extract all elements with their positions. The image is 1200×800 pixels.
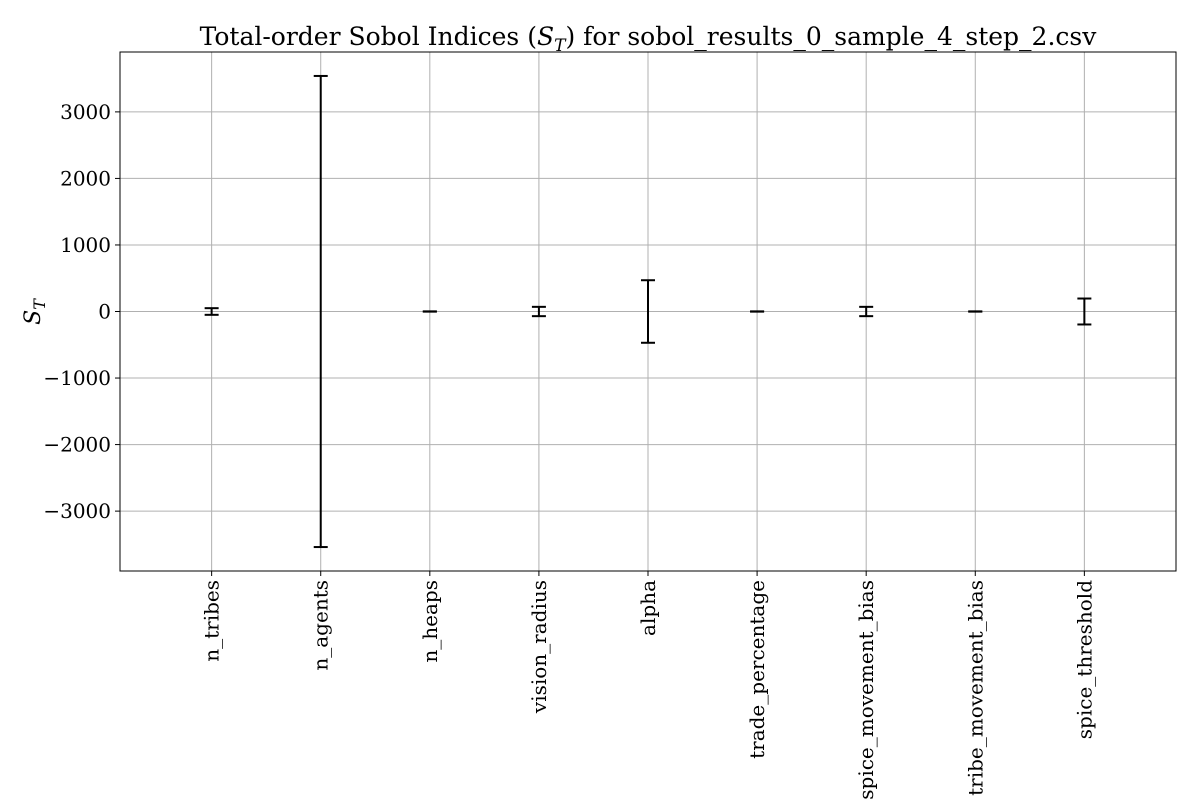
title-main: Total-order Sobol Indices ( [200, 22, 537, 51]
y-tick-label: 3000 [60, 100, 111, 124]
y-tick-label: 1000 [60, 233, 111, 257]
title-end: ) for sobol_results_0_sample_4_step_2.cs… [565, 22, 1097, 51]
title-subscript: T [554, 36, 567, 56]
x-tick-label: n_agents [309, 580, 333, 671]
x-tick-label: trade_percentage [745, 580, 769, 759]
x-tick-label: n_tribes [200, 580, 224, 662]
y-axis: −3000 −2000 −1000 0 1000 2000 3000 [43, 100, 120, 523]
x-tick-label: n_heaps [418, 580, 442, 663]
title-symbol: S [537, 22, 554, 51]
y-tick-label: 2000 [60, 166, 111, 190]
chart-title: Total-order Sobol Indices (ST) for sobol… [200, 22, 1098, 56]
y-tick-label: −3000 [43, 499, 111, 523]
y-axis-label: ST [21, 298, 49, 325]
y-tick-label: −1000 [43, 366, 111, 390]
ylabel-symbol: S [21, 310, 46, 325]
x-tick-label: vision_radius [527, 580, 551, 714]
x-tick-label: tribe_movement_bias [963, 580, 987, 796]
x-tick-label: alpha [636, 580, 660, 636]
ylabel-subscript: T [30, 298, 49, 310]
x-tick-label: spice_threshold [1072, 580, 1096, 739]
x-axis: n_tribes n_agents n_heaps vision_radius alph… [200, 571, 1096, 800]
y-tick-label: −2000 [43, 433, 111, 457]
errorbar-layer [204, 74, 1092, 549]
y-tick-label: 0 [98, 300, 111, 324]
x-tick-label: spice_movement_bias [854, 580, 878, 800]
